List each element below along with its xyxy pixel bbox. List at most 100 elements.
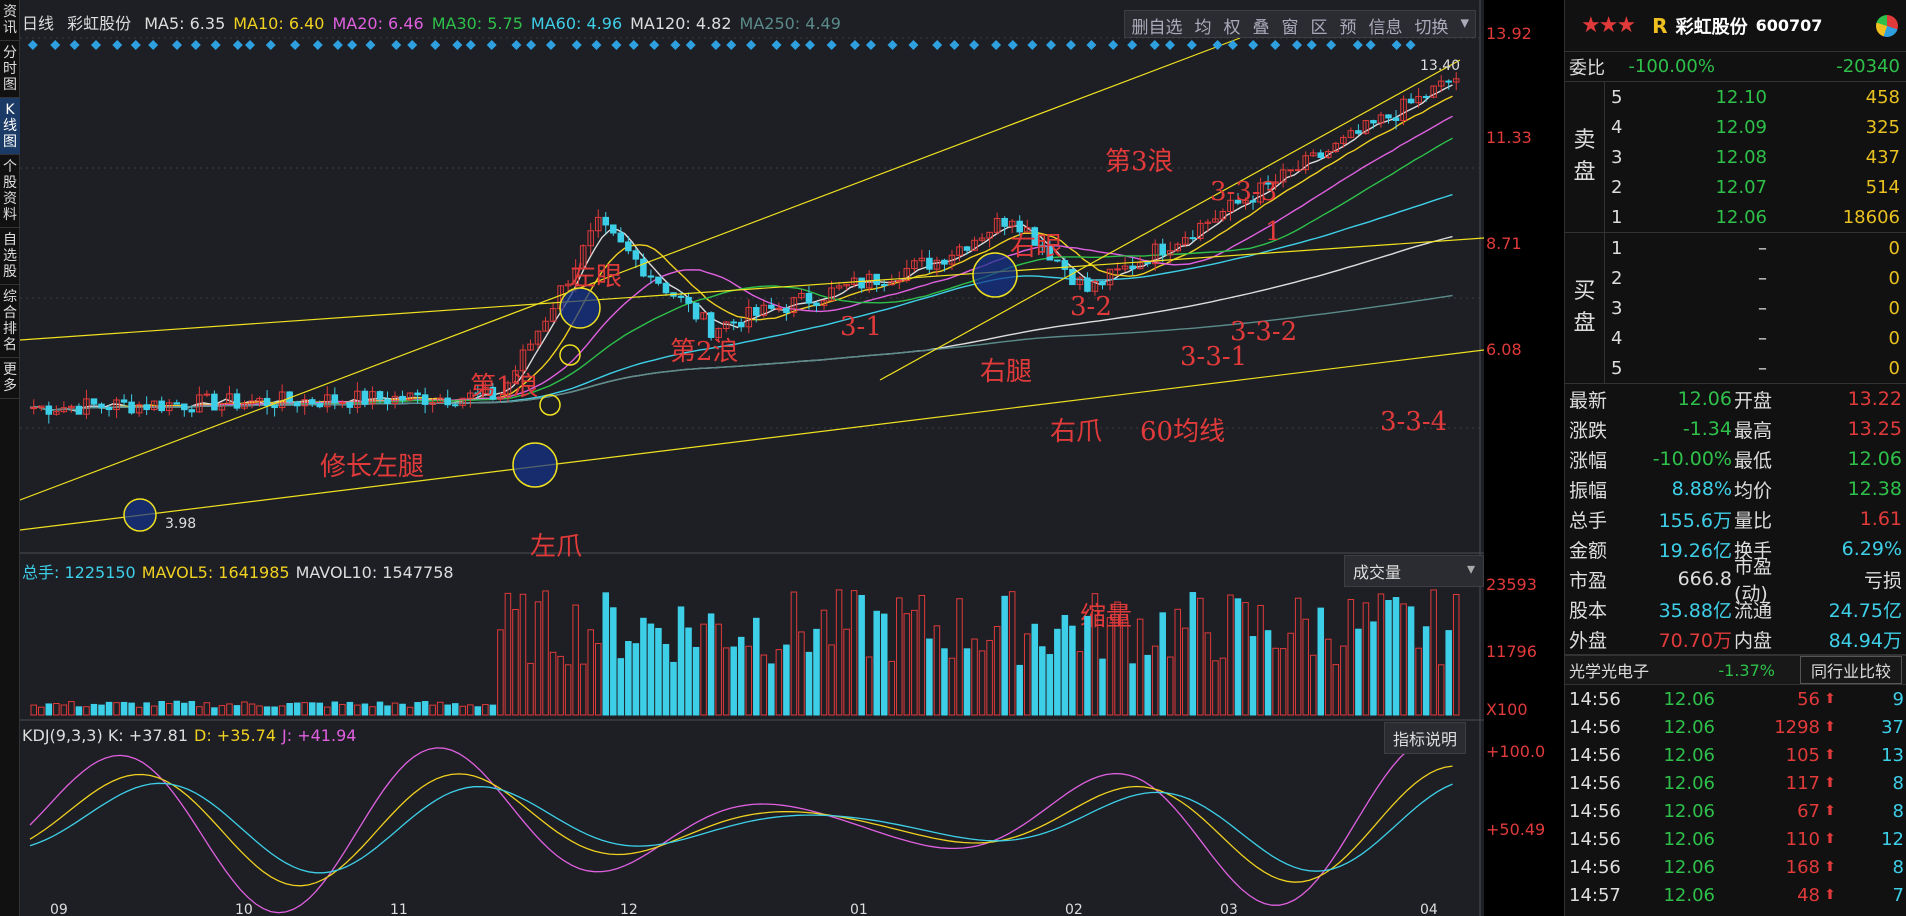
toolbar-button[interactable]: 信息 [1368, 18, 1403, 38]
volume-bar [105, 701, 113, 716]
nav-profile[interactable]: 个股资料 [0, 155, 20, 228]
candle-body [971, 239, 978, 251]
tick-count: 12 [1881, 828, 1904, 850]
sell-row[interactable]: 3 12.08 437 [1605, 142, 1906, 172]
stat-key: 均价 [1734, 479, 1773, 502]
sell-row[interactable]: 5 12.10 458 [1605, 82, 1906, 112]
tick-time: 14:56 [1569, 716, 1621, 738]
toolbar-button[interactable]: 区 [1310, 18, 1328, 38]
volume-bar [376, 701, 384, 716]
price-axis-label: 6.08 [1486, 340, 1522, 359]
nav-ranking[interactable]: 综合排名 [0, 285, 20, 358]
volume-bar [692, 646, 700, 716]
candle-body [685, 296, 692, 304]
buy-row[interactable]: 3 – 0 [1605, 293, 1906, 323]
volume-bar [1061, 614, 1069, 716]
tick-volume: 110 [1785, 828, 1820, 850]
volume-bar [293, 702, 301, 716]
volume-bar [1084, 615, 1091, 716]
signal-dot [1306, 40, 1317, 50]
nav-intraday[interactable]: 分时图 [0, 41, 20, 98]
candle-body [241, 403, 248, 409]
buy-row[interactable]: 5 – 0 [1605, 353, 1906, 383]
kline-chart[interactable]: 第3浪 3-3-3 右眼 左眼 1 3-2 3-1 第2浪 3-3-2 3-3-1 右腿 第1浪 右爪 6… [20, 0, 1545, 916]
toolbar-button[interactable]: 权 [1223, 18, 1241, 38]
candle-body [534, 330, 542, 345]
candle-body [1144, 262, 1151, 265]
industry-compare-button[interactable]: 同行业比较 [1799, 656, 1902, 684]
signal-dot [849, 40, 860, 50]
sell-row[interactable]: 1 12.06 18606 [1605, 202, 1906, 232]
chart-annotation: 右眼 [1010, 232, 1062, 262]
quote-panel: ★★★ R 彩虹股份 600707 委比 -100.00% -20340 卖盘 … [1564, 0, 1906, 916]
volume-bar [911, 609, 918, 716]
chevron-down-icon[interactable]: ▾ [1460, 13, 1469, 33]
volume-bar [143, 702, 150, 716]
volume-bar [1340, 645, 1347, 716]
indicator-help-button[interactable]: 指标说明 [1384, 722, 1467, 754]
volume-bar [263, 706, 271, 716]
volume-bar [158, 700, 165, 716]
volume-bar [1174, 608, 1182, 716]
candle-body [38, 405, 45, 409]
volume-bar [527, 662, 534, 716]
volume-bar [474, 706, 482, 716]
sell-row[interactable]: 2 12.07 514 [1605, 172, 1906, 202]
x-axis-label: 02 [1065, 902, 1083, 916]
period-label[interactable]: 日线 [22, 14, 55, 33]
toolbar-button[interactable]: 切换 [1414, 18, 1449, 38]
sell-level: 1 [1611, 206, 1623, 228]
candle-body [1091, 281, 1099, 292]
toolbar-button[interactable]: 预 [1339, 18, 1357, 38]
toolbar-button[interactable]: 叠 [1252, 18, 1270, 38]
nav-kline[interactable]: K线图 [0, 98, 20, 155]
volume-bar [1317, 607, 1325, 716]
nav-news[interactable]: 资讯 [0, 0, 20, 41]
buy-level: 3 [1611, 297, 1623, 319]
candle-body [1031, 227, 1039, 246]
nav-more[interactable]: 更多 [0, 358, 20, 399]
candle-body [655, 276, 662, 284]
candle-body [203, 393, 211, 396]
kdj-axis-label: +100.0 [1486, 742, 1546, 761]
stat-value: 24.75亿 [1828, 599, 1902, 622]
candle-body [933, 259, 941, 270]
sector-name[interactable]: 光学光电子 [1569, 662, 1650, 681]
indicator-help-label: 指标说明 [1393, 730, 1458, 749]
sector-pct: -1.37% [1718, 660, 1775, 680]
nav-watchlist[interactable]: 自选股 [0, 228, 20, 285]
toolbar-button[interactable]: 窗 [1281, 18, 1299, 38]
buy-row[interactable]: 4 – 0 [1605, 323, 1906, 353]
candle-body [1227, 199, 1234, 213]
volume-bar [670, 661, 677, 716]
chart-annotation: 第1浪 [470, 372, 539, 402]
volume-bar [572, 604, 579, 716]
toolbar-button[interactable]: 均 [1194, 18, 1212, 38]
candle-body [83, 398, 90, 415]
volume-bar [1151, 645, 1159, 716]
volume-bar [926, 638, 933, 716]
candle-body [1445, 80, 1452, 83]
buy-row[interactable]: 2 – 0 [1605, 263, 1906, 293]
indicator-selector[interactable]: 成交量 ▾ [1344, 555, 1484, 587]
marker-circle [123, 498, 157, 532]
tick-time: 14:56 [1569, 800, 1621, 822]
toolbar-button[interactable]: 删自选 [1131, 18, 1183, 38]
candle-body [625, 241, 632, 252]
sell-volume: 18606 [1842, 206, 1900, 228]
candle-body [444, 397, 451, 406]
volume-bar [1437, 664, 1445, 716]
signal-dot [526, 40, 537, 50]
buy-row[interactable]: 1 – 0 [1605, 233, 1906, 263]
tick-volume: 1298 [1774, 716, 1820, 738]
volume-bar [467, 704, 474, 716]
signal-dot [591, 40, 602, 50]
tick-row: 14:56 12.06 105 ⬆ 13 [1565, 741, 1906, 769]
up-arrow-icon: ⬆ [1824, 831, 1836, 847]
sell-row[interactable]: 4 12.09 325 [1605, 112, 1906, 142]
tick-volume: 48 [1797, 884, 1820, 906]
candle-body [1204, 221, 1212, 224]
pie-chart-icon[interactable] [1876, 14, 1898, 37]
signal-dot [465, 40, 476, 50]
